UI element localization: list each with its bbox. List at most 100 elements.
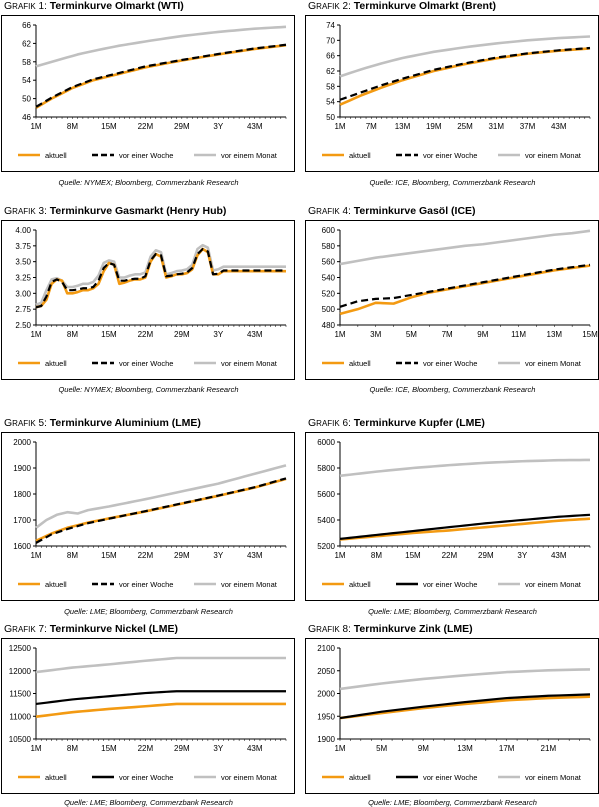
chart-source: Quelle: NYMEX; Bloomberg, Commerzbank Re… <box>58 385 239 394</box>
x-tick-label: 29M <box>478 551 494 560</box>
x-tick-label: 8M <box>67 744 78 753</box>
y-tick-label: 2.75 <box>15 305 31 314</box>
x-tick-label: 1M <box>30 122 41 131</box>
chart-number: GRAFIK 2: <box>308 0 351 12</box>
x-tick-label: 43M <box>247 744 263 753</box>
chart-source: Quelle: LME; Bloomberg, Commerzbank Rese… <box>368 607 537 616</box>
series-line-week <box>339 46 591 101</box>
y-tick-label: 62 <box>326 67 335 76</box>
series-line-week <box>339 263 591 308</box>
series-line-month <box>35 243 286 306</box>
x-tick-label: 15M <box>101 122 117 131</box>
x-tick-label: 22M <box>138 551 154 560</box>
legend-label-current: aktuell <box>349 773 371 782</box>
series-line-current <box>339 695 591 720</box>
series-line-week <box>35 690 286 706</box>
x-tick-label: 9M <box>418 744 429 753</box>
x-tick-label: 5M <box>376 744 387 753</box>
y-tick-label: 580 <box>322 242 336 251</box>
chart-title-text: Terminkurve Gasmarkt (Henry Hub) <box>49 205 227 217</box>
x-tick-label: 22M <box>138 744 154 753</box>
legend-label-week: vor einer Woche <box>119 580 173 589</box>
x-tick-label: 43M <box>247 551 263 560</box>
legend-label-month: vor einem Monat <box>221 580 278 589</box>
chart-title: GRAFIK 1: Terminkurve Olmarkt (WTI) <box>4 0 184 12</box>
x-tick-label: 1M <box>334 744 345 753</box>
legend-label-current: aktuell <box>45 580 67 589</box>
y-tick-label: 6000 <box>317 438 335 447</box>
x-tick-label: 31M <box>488 122 504 131</box>
x-tick-label: 3Y <box>213 744 223 753</box>
chart-number: GRAFIK 4: <box>308 205 351 217</box>
x-tick-label: 1M <box>30 330 41 339</box>
series-line-month <box>35 25 287 68</box>
legend-label-current: aktuell <box>45 359 67 368</box>
y-tick-label: 1600 <box>13 542 31 551</box>
y-tick-label: 560 <box>322 258 336 267</box>
chart-svg: 50 54 58 62 66 70 74 1M 7M 13M 19M 25M 31M 37M 43M aktu… <box>322 21 591 160</box>
chart-number: GRAFIK 5: <box>4 417 47 429</box>
y-tick-label: 5800 <box>317 464 335 473</box>
chart-title-text: Terminkurve Kupfer (LME) <box>353 417 485 429</box>
chart-source: Quelle: ICE, Bloomberg, Commerzbank Rese… <box>369 385 536 394</box>
x-tick-label: 7M <box>442 330 453 339</box>
legend-label-month: vor einem Monat <box>221 151 278 160</box>
y-tick-label: 3.00 <box>15 289 31 298</box>
x-tick-label: 29M <box>174 122 190 131</box>
chart-svg: 10500 11000 11500 12000 12500 1M 8M 15M 22M 29M 3Y… <box>9 644 287 782</box>
chart-number: GRAFIK 1: <box>4 0 47 12</box>
x-tick-label: 43M <box>551 122 567 131</box>
chart-title: GRAFIK 2: Terminkurve Olmarkt (Brent) <box>308 0 496 12</box>
y-tick-label: 12000 <box>9 667 32 676</box>
chart-title-text: Terminkurve Olmarkt (Brent) <box>353 0 496 12</box>
chart-title-text: Terminkurve Gasöl (ICE) <box>353 205 476 217</box>
chart-source: Quelle: LME; Bloomberg, Commerzbank Rese… <box>64 607 233 616</box>
x-tick-label: 8M <box>371 551 382 560</box>
x-tick-label: 43M <box>247 122 263 131</box>
legend-label-week: vor einer Woche <box>423 580 477 589</box>
x-tick-label: 25M <box>457 122 473 131</box>
series-line-month <box>339 458 591 478</box>
x-tick-label: 21M <box>541 744 557 753</box>
x-tick-label: 3Y <box>213 330 223 339</box>
chart-frame: 480 500 520 540 560 580 600 1M 3M 5M 7M 9M 11M 13M 15M… <box>305 220 599 380</box>
x-tick-label: 29M <box>174 330 190 339</box>
x-tick-label: 22M <box>442 551 458 560</box>
x-tick-label: 15M <box>101 744 117 753</box>
y-tick-label: 74 <box>326 21 335 30</box>
y-tick-label: 3.75 <box>15 242 31 251</box>
y-tick-label: 5600 <box>317 490 335 499</box>
x-tick-label: 9M <box>477 330 488 339</box>
x-tick-label: 22M <box>138 122 154 131</box>
chart-number: GRAFIK 6: <box>308 417 351 429</box>
legend-label-current: aktuell <box>349 359 371 368</box>
chart-number: GRAFIK 8: <box>308 623 351 635</box>
series-line-current <box>35 702 286 718</box>
x-tick-label: 1M <box>334 330 345 339</box>
series-line-month <box>35 464 287 529</box>
x-tick-label: 1M <box>30 551 41 560</box>
chart-frame: 1900 1950 2000 2050 2100 1M 5M 9M 13M 17M 21M aktue… <box>305 638 599 794</box>
y-tick-label: 58 <box>326 82 335 91</box>
chart-svg: 46 50 54 58 62 66 1M 8M 15M 22M 29M 3Y 43M aktuell vor… <box>18 21 287 160</box>
x-tick-label: 5M <box>406 330 417 339</box>
x-tick-label: 7M <box>366 122 377 131</box>
chart-title-text: Terminkurve Olmarkt (WTI) <box>49 0 184 12</box>
chart-number: GRAFIK 3: <box>4 205 47 217</box>
chart-title: GRAFIK 7: Terminkurve Nickel (LME) <box>4 623 178 635</box>
x-tick-label: 13M <box>395 122 411 131</box>
chart-title-text: Terminkurve Nickel (LME) <box>49 623 178 635</box>
x-tick-label: 15M <box>101 551 117 560</box>
y-tick-label: 50 <box>326 113 335 122</box>
y-tick-label: 10500 <box>9 735 32 744</box>
chart-title: GRAFIK 3: Terminkurve Gasmarkt (Henry Hu… <box>4 205 226 217</box>
y-tick-label: 54 <box>22 76 31 85</box>
x-tick-label: 37M <box>520 122 536 131</box>
legend-label-week: vor einer Woche <box>119 773 173 782</box>
chart-frame: 46 50 54 58 62 66 1M 8M 15M 22M 29M 3Y 43M aktuell vor… <box>1 15 295 172</box>
chart-svg: 2.50 2.75 3.00 3.25 3.50 3.75 4.00 1M 8M 15M 22M 29… <box>15 226 287 368</box>
series-line-month <box>339 35 591 78</box>
x-tick-label: 15M <box>101 330 117 339</box>
x-tick-label: 11M <box>511 330 526 339</box>
x-tick-label: 43M <box>551 551 567 560</box>
